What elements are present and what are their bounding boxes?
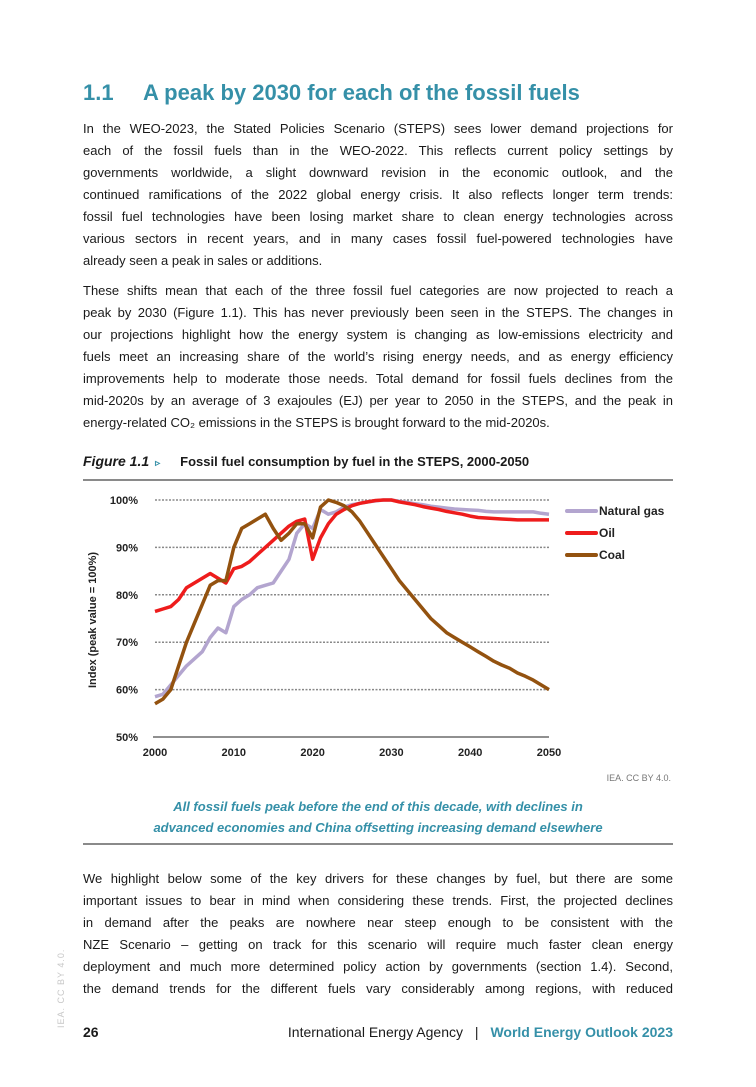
- text-line: in demand after the peaks are nowhere ne…: [83, 915, 673, 930]
- x-tick-label: 2010: [222, 747, 246, 759]
- footer-separator: |: [474, 1024, 479, 1040]
- figure-title: Fossil fuel consumption by fuel in the S…: [180, 454, 530, 469]
- series-line-coal: [154, 498, 550, 706]
- text-line: These shifts mean that each of the three…: [83, 283, 673, 298]
- x-tick-label: 2040: [458, 747, 482, 759]
- y-tick-label: 70%: [116, 637, 138, 649]
- x-tick-label: 2020: [300, 747, 324, 759]
- text-line: mid-2020s by an average of 3 exajoules (…: [83, 393, 673, 408]
- figure-title-row: Figure 1.1 ▹ Fossil fuel consumption by fu…: [83, 453, 529, 469]
- legend-label: Natural gas: [599, 504, 665, 518]
- figure-source: IEA. CC BY 4.0.: [606, 773, 671, 783]
- figure-label: Figure 1.1: [83, 453, 150, 469]
- text-line: We highlight below some of the key drive…: [83, 871, 673, 886]
- figure-bottom-rule: [83, 843, 673, 845]
- text-line: improvements help to moderate those need…: [83, 371, 673, 386]
- page-number: 26: [83, 1024, 99, 1040]
- side-watermark: IEA. CC BY 4.0.: [56, 948, 66, 1028]
- footer-agency: International Energy Agency: [287, 1024, 464, 1040]
- section-heading: 1.1 A peak by 2030 for each of the fossil…: [83, 80, 580, 106]
- text-line: each of the fossil fuels than in the WEO…: [83, 143, 673, 158]
- legend-label: Oil: [599, 526, 615, 540]
- y-tick-label: 50%: [116, 732, 138, 744]
- section-title: A peak by 2030 for each of the fossil fu…: [143, 80, 580, 105]
- text-line: fossil fuel technologies have been losin…: [83, 209, 673, 224]
- text-line: our projections highlight how the energy…: [83, 327, 673, 342]
- x-tick-label: 2000: [143, 747, 167, 759]
- paragraph-3: We highlight below some of the key drive…: [83, 868, 673, 1000]
- y-tick-label: 90%: [116, 542, 138, 554]
- text-line: governments worldwide, a slight downward…: [83, 165, 673, 180]
- caption-line: All fossil fuels peak before the end of …: [173, 799, 583, 814]
- y-tick-label: 60%: [116, 685, 138, 697]
- section-number: 1.1: [83, 80, 114, 105]
- line-chart: 50% 60% 70% 80% 90% 100% 2000 2010 2020 2030 2040 2…: [87, 495, 665, 759]
- series-line-natural-gas: [154, 498, 550, 699]
- x-tick-label: 2030: [379, 747, 403, 759]
- page-footer: International Energy Agency | World Ener…: [288, 1024, 673, 1040]
- text-line: peak by 2030 (Figure 1.1). This has neve…: [83, 305, 673, 320]
- triangle-icon: ▹: [155, 458, 161, 469]
- text-line: NZE Scenario – getting on track for this…: [83, 937, 673, 952]
- text-line: fuels meet an increasing share of the wo…: [83, 349, 673, 364]
- text-line: various sectors in recent years, and in …: [83, 231, 673, 246]
- paragraph-2: These shifts mean that each of the three…: [83, 280, 673, 434]
- figure-caption: All fossil fuels peak before the end of …: [83, 796, 673, 838]
- figure-top-rule: [83, 479, 673, 481]
- x-tick-label: 2050: [537, 747, 561, 759]
- caption-line: advanced economies and China offsetting …: [153, 820, 603, 835]
- text-line: already seen a peak in sales or addition…: [83, 253, 323, 268]
- y-axis-label: Index (peak value = 100%): [87, 552, 99, 688]
- y-tick-label: 80%: [116, 590, 138, 602]
- paragraph-1: In the WEO-2023, the Stated Policies Sce…: [83, 118, 673, 272]
- text-line: In the WEO-2023, the Stated Policies Sce…: [83, 121, 673, 136]
- legend-label: Coal: [599, 548, 625, 562]
- text-line: important issues to bear in mind when co…: [83, 893, 673, 908]
- text-line: continued ramifications of the 2022 glob…: [83, 187, 673, 202]
- footer-publication: World Energy Outlook 2023: [490, 1024, 673, 1040]
- y-tick-label: 100%: [110, 495, 138, 507]
- text-line: the demand trends for the different fuel…: [83, 981, 673, 996]
- text-line: energy-related CO₂ emissions in the STEP…: [83, 415, 550, 430]
- text-line: deployment and much more determined poli…: [83, 959, 673, 974]
